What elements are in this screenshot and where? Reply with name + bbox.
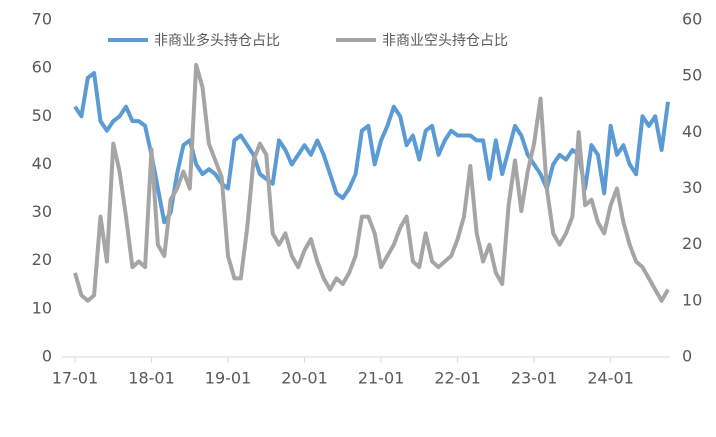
y2-tick-label: 40: [682, 122, 702, 141]
y-tick-label: 70: [32, 10, 52, 29]
x-tick-label: 23-01: [511, 369, 558, 388]
y-tick-label: 50: [32, 106, 52, 125]
x-tick-label: 19-01: [205, 369, 252, 388]
y-tick-label: 20: [32, 250, 52, 269]
y-tick-label: 30: [32, 202, 52, 221]
y2-tick-label: 30: [682, 178, 702, 197]
x-tick-label: 18-01: [128, 369, 175, 388]
legend-label: 非商业空头持仓占比: [382, 33, 508, 49]
x-tick-label: 17-01: [52, 369, 99, 388]
y-tick-label: 40: [32, 154, 52, 173]
y2-tick-label: 0: [682, 347, 692, 366]
x-tick-label: 24-01: [587, 369, 634, 388]
x-tick-label: 22-01: [434, 369, 481, 388]
y2-tick-label: 60: [682, 10, 702, 29]
x-tick-label: 21-01: [358, 369, 405, 388]
y2-tick-label: 50: [682, 66, 702, 85]
series-line: [73, 62, 670, 303]
x-tick-label: 20-01: [281, 369, 328, 388]
y2-tick-label: 20: [682, 234, 702, 253]
y-tick-label: 10: [32, 298, 52, 317]
y2-tick-label: 10: [682, 290, 702, 309]
y-tick-label: 60: [32, 58, 52, 77]
legend-label: 非商业多头持仓占比: [154, 32, 280, 49]
y-tick-label: 0: [42, 347, 52, 366]
